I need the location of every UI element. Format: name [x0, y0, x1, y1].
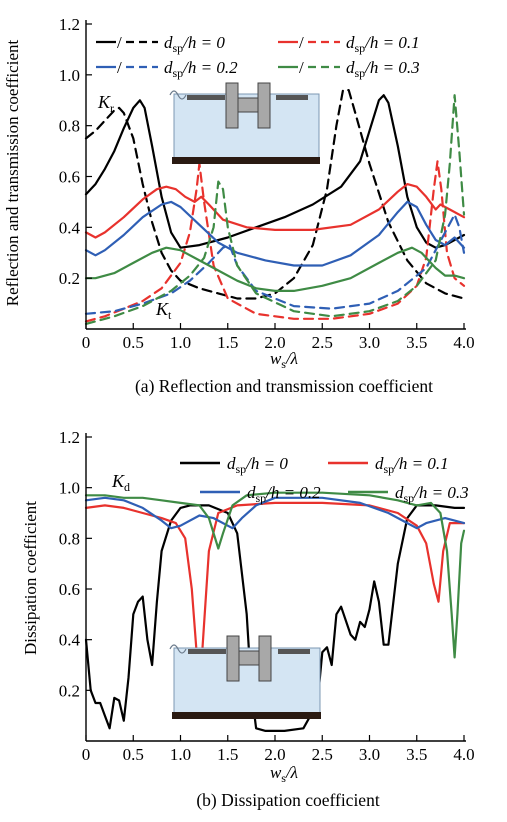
- legend-entry-0: / dsp/h = 0: [96, 33, 225, 55]
- legend-separator: /: [117, 58, 122, 77]
- panel-b-caption: (b) Dissipation coefficient: [196, 790, 380, 810]
- x-tick-label: 1.0: [170, 333, 191, 352]
- y-tick-label: 1.0: [59, 66, 80, 85]
- inset-plate-left: [187, 95, 225, 100]
- panel-b-x-axis-label: ws/λ: [270, 763, 298, 785]
- x-tick-label: 0: [82, 333, 91, 352]
- legend-label: dsp/h = 0.1: [375, 454, 449, 476]
- legend-label: dsp/h = 0.1: [346, 33, 420, 55]
- legend-separator: /: [299, 58, 304, 77]
- legend-label: dsp/h = 0: [227, 454, 288, 476]
- y-tick-label: 1.2: [59, 15, 80, 34]
- panel-a-legend: / dsp/h = 0 / dsp/h = 0.1 / dsp/h = 0.2 / dsp/h…: [96, 33, 420, 80]
- inset-wave-icon: [169, 644, 187, 654]
- inset-pile-right: [257, 82, 271, 129]
- panel-a-inset-schematic: [169, 82, 320, 164]
- panel-b-inset-schematic: [169, 635, 321, 719]
- legend-label: dsp/h = 0: [164, 33, 225, 55]
- series-line-b-2: [84, 496, 466, 530]
- inset-water: [173, 647, 321, 714]
- legend-entry-0: dsp/h = 0: [180, 454, 288, 476]
- x-tick-label: 3.0: [359, 745, 380, 764]
- panel-a-series: [84, 89, 466, 325]
- panel-a-caption: (a) Reflection and transmission coeffici…: [135, 376, 433, 396]
- y-tick-label: 0.6: [59, 168, 80, 187]
- x-tick-label: 4.0: [453, 745, 474, 764]
- inset-connector: [237, 97, 259, 113]
- series-line-a-2: [84, 183, 466, 239]
- panel-b-dissipation: dsp/h = 0 dsp/h = 0.1 dsp/h = 0.2 dsp/h = 0…: [21, 428, 475, 810]
- series-line-a-5: [84, 213, 466, 315]
- legend-entry-2: / dsp/h = 0.2: [96, 58, 238, 80]
- legend-entry-1: dsp/h = 0.1: [328, 454, 449, 476]
- series-line-b-1: [84, 501, 466, 692]
- x-tick-label: 0.5: [123, 333, 144, 352]
- inset-pile-right: [258, 635, 272, 682]
- series-line-a-7: [84, 94, 466, 325]
- x-tick-label: 1.5: [217, 333, 238, 352]
- legend-entry-2: dsp/h = 0.2: [200, 483, 321, 505]
- x-tick-label: 1.5: [217, 745, 238, 764]
- inset-plate-left: [188, 649, 226, 654]
- x-tick-label: 3.5: [406, 333, 427, 352]
- legend-entry-3: dsp/h = 0.3: [348, 483, 469, 505]
- legend-separator: /: [299, 33, 304, 52]
- legend-label: dsp/h = 0.2: [164, 58, 238, 80]
- inset-plate-right: [278, 649, 310, 654]
- y-tick-label: 0.2: [59, 269, 80, 288]
- x-tick-label: 2.0: [264, 745, 285, 764]
- y-tick-label: 1.0: [59, 479, 80, 498]
- x-tick-label: 2.0: [264, 333, 285, 352]
- y-tick-label: 0.4: [59, 218, 81, 237]
- panel-a-reflection-transmission: / dsp/h = 0 / dsp/h = 0.1 / dsp/h = 0.2 / dsp/h…: [3, 15, 475, 396]
- x-tick-label: 0: [82, 745, 91, 764]
- legend-entry-3: / dsp/h = 0.3: [278, 58, 420, 80]
- kt-annotation: Kt: [155, 299, 172, 322]
- x-tick-label: 1.0: [170, 745, 191, 764]
- series-line-a-1: [84, 89, 466, 300]
- inset-seabed: [172, 157, 320, 164]
- legend-separator: /: [117, 33, 122, 52]
- legend-label: dsp/h = 0.2: [247, 483, 321, 505]
- panel-b-legend: dsp/h = 0 dsp/h = 0.1 dsp/h = 0.2 dsp/h = 0…: [180, 454, 469, 505]
- series-line-a-6: [84, 246, 466, 292]
- panel-a-y-axis-label: Reflection and transmission coefficient: [3, 40, 22, 307]
- inset-connector: [238, 650, 260, 666]
- kr-annotation: Kr: [97, 92, 114, 115]
- y-tick-label: 0.8: [59, 529, 80, 548]
- x-tick-label: 3.5: [406, 745, 427, 764]
- series-line-b-3: [84, 491, 466, 659]
- x-tick-label: 3.0: [359, 333, 380, 352]
- kd-annotation: Kd: [111, 471, 130, 494]
- inset-pile-left: [226, 635, 240, 682]
- x-tick-label: 2.5: [312, 333, 333, 352]
- panel-a-x-axis-label: ws/λ: [270, 349, 298, 371]
- x-tick-label: 0.5: [123, 745, 144, 764]
- inset-plate-right: [276, 95, 308, 100]
- series-line-a-4: [84, 200, 466, 267]
- inset-pile-left: [225, 82, 239, 129]
- legend-entry-1: / dsp/h = 0.1: [278, 33, 420, 55]
- inset-seabed: [172, 712, 321, 719]
- series-line-a-0: [84, 94, 466, 249]
- y-tick-label: 1.2: [59, 428, 80, 447]
- series-line-a-3: [84, 160, 466, 323]
- y-tick-label: 0.8: [59, 117, 80, 136]
- panel-b-y-axis-label: Dissipation coefficient: [21, 501, 40, 655]
- legend-label: dsp/h = 0.3: [395, 483, 469, 505]
- inset-wave-icon: [169, 90, 187, 100]
- y-tick-label: 0.2: [59, 681, 80, 700]
- x-tick-label: 2.5: [312, 745, 333, 764]
- legend-label: dsp/h = 0.3: [346, 58, 420, 80]
- y-tick-label: 0.6: [59, 580, 80, 599]
- x-tick-label: 4.0: [453, 333, 474, 352]
- y-tick-label: 0.4: [59, 631, 81, 650]
